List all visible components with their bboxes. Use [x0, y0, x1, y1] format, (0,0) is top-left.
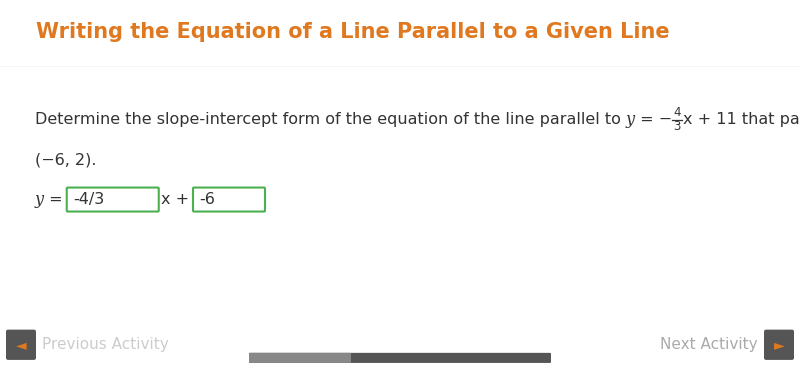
Text: Next Activity: Next Activity	[660, 337, 758, 352]
Text: (−6, 2).: (−6, 2).	[35, 152, 97, 167]
Text: =: =	[44, 192, 68, 207]
Text: Previous Activity: Previous Activity	[42, 337, 169, 352]
Text: ►: ►	[774, 338, 784, 352]
FancyBboxPatch shape	[249, 353, 551, 363]
Text: y: y	[35, 191, 44, 208]
Text: 3: 3	[673, 120, 681, 133]
Text: = −: = −	[635, 112, 672, 127]
Text: -6: -6	[199, 192, 215, 207]
Text: y: y	[626, 111, 635, 128]
Text: x + 11 that passes through the point: x + 11 that passes through the point	[682, 112, 800, 127]
Text: Determine the slope-intercept form of the equation of the line parallel to: Determine the slope-intercept form of th…	[35, 112, 626, 127]
FancyBboxPatch shape	[249, 353, 351, 363]
Text: ◄: ◄	[16, 338, 26, 352]
FancyBboxPatch shape	[193, 188, 265, 212]
Text: 4: 4	[673, 106, 681, 119]
Text: -4/3: -4/3	[73, 192, 104, 207]
Text: x +: x +	[161, 192, 194, 207]
FancyBboxPatch shape	[66, 188, 158, 212]
FancyBboxPatch shape	[764, 330, 794, 360]
FancyBboxPatch shape	[6, 330, 36, 360]
Text: Writing the Equation of a Line Parallel to a Given Line: Writing the Equation of a Line Parallel …	[36, 22, 670, 42]
